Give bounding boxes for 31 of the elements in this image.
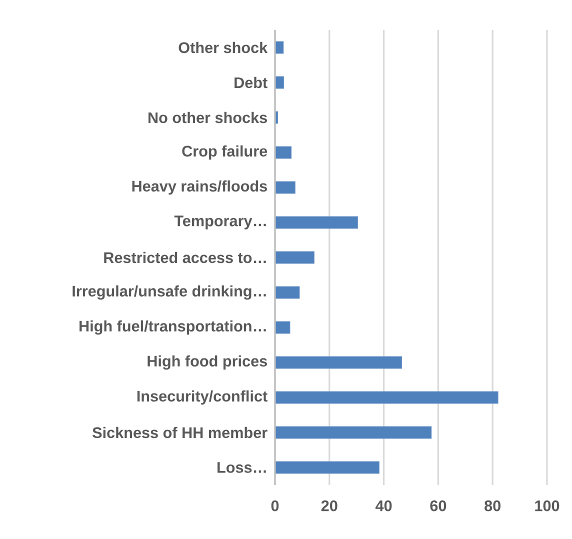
bar [274, 356, 402, 369]
y-tick-label: Irregular/unsafe drinking… [72, 285, 266, 300]
bar [274, 391, 498, 404]
y-tick-label: Debt [234, 76, 268, 88]
y-tick-label: Sickness of HH member [92, 426, 268, 438]
bar [274, 251, 314, 264]
x-tick-label: 60 [430, 500, 446, 512]
y-tick-label: No other shocks [148, 112, 267, 124]
bar [274, 321, 290, 334]
y-tick-label: Temporary… [174, 216, 266, 230]
bar [274, 216, 358, 229]
bar [274, 286, 300, 299]
y-tick-label: Other shock [178, 42, 268, 54]
bar [274, 41, 284, 54]
y-tick-label: High food prices [148, 355, 267, 370]
y-tick-label: Restricted access to… [104, 252, 266, 264]
y-tick-label: Heavy rains/floods [132, 180, 267, 195]
bar [274, 146, 292, 159]
x-tick-label: 40 [376, 500, 392, 512]
y-tick-label: Crop failure [182, 145, 268, 160]
bar [274, 76, 284, 89]
y-tick-label: Loss… [218, 462, 266, 473]
y-tick-label: Insecurity/conflict [137, 390, 268, 405]
bar [274, 181, 296, 194]
x-tick-label: 20 [321, 500, 338, 512]
x-tick-label: 0 [271, 500, 279, 512]
x-tick-label: 100 [535, 500, 560, 512]
x-tick-label: 80 [484, 500, 500, 512]
bar [274, 461, 380, 474]
y-tick-label: High fuel/transportation… [80, 320, 266, 335]
bar [274, 426, 432, 439]
